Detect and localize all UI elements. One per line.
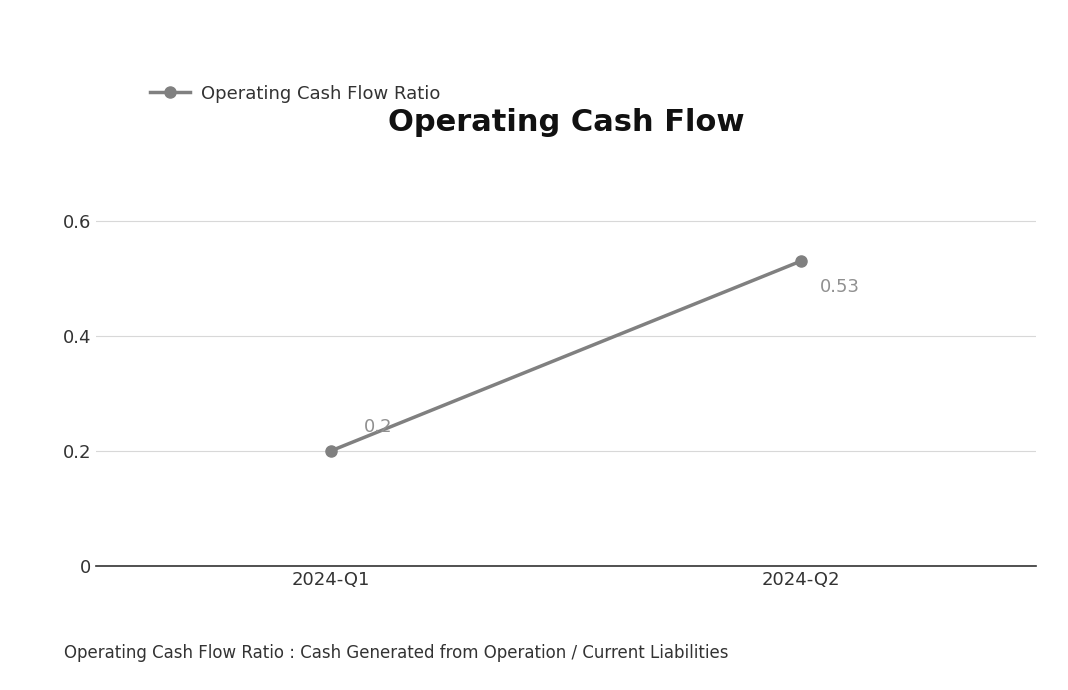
Text: Operating Cash Flow Ratio : Cash Generated from Operation / Current Liabilities: Operating Cash Flow Ratio : Cash Generat… bbox=[64, 644, 728, 662]
Title: Operating Cash Flow: Operating Cash Flow bbox=[388, 108, 744, 137]
Text: 0.53: 0.53 bbox=[820, 278, 860, 296]
Operating Cash Flow Ratio bbox=[325, 446, 337, 455]
Line: Operating Cash Flow Ratio: Operating Cash Flow Ratio bbox=[326, 255, 806, 456]
Text: 0.2: 0.2 bbox=[364, 418, 392, 437]
Legend: Operating Cash Flow Ratio: Operating Cash Flow Ratio bbox=[143, 77, 447, 110]
Operating Cash Flow Ratio bbox=[795, 257, 807, 265]
